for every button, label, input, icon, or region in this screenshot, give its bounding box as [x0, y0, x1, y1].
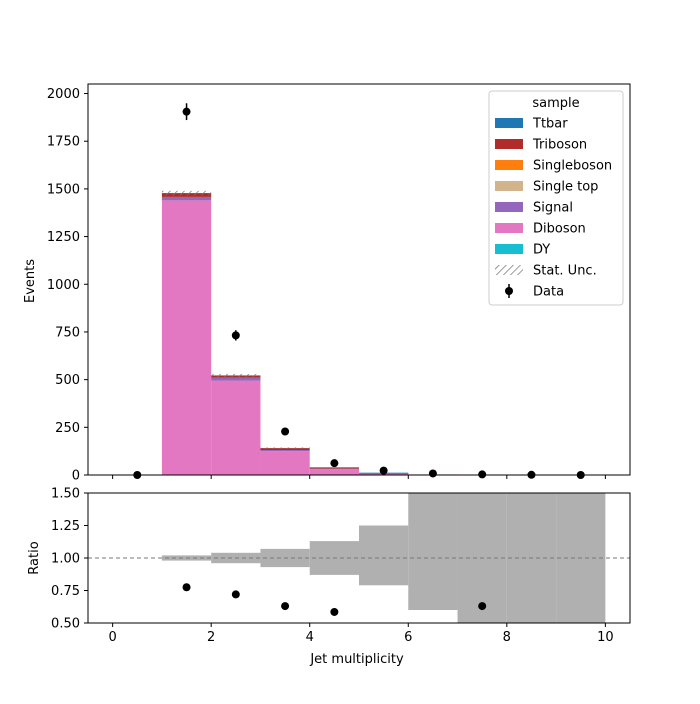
bar-diboson: [211, 380, 261, 475]
y-tick-label-main: 1000: [47, 278, 80, 293]
legend-swatch-signal: [495, 202, 523, 212]
legend-swatch-singleboson: [495, 160, 523, 170]
ratio-point: [182, 583, 191, 592]
legend: sample Ttbar Triboson Singleboson Single top…: [488, 90, 624, 306]
y-tick-label-ratio: 1.50: [51, 487, 80, 502]
y-tick-label-main: 750: [55, 325, 80, 340]
y-tick-label-ratio: 0.75: [51, 584, 80, 599]
legend-label-triboson: Triboson: [532, 138, 587, 153]
bar-triboson: [260, 448, 310, 451]
y-tick-label-main: 1750: [47, 135, 80, 150]
ratio-point: [231, 590, 240, 599]
legend-label-data: Data: [533, 285, 564, 300]
ratio-point: [478, 602, 487, 611]
legend-label-ttbar: Ttbar: [532, 117, 568, 132]
data-point: [281, 427, 290, 436]
ratio-panel: 0.50 0.75 1.00 1.25 1.50 0 2 4 6 8 10: [51, 487, 631, 645]
legend-label-diboson: Diboson: [533, 222, 586, 237]
main-axes-frame: [87, 83, 631, 476]
legend-swatch-single-top: [495, 181, 523, 191]
stat-unc-hatch: [260, 447, 310, 449]
ratio-unc-band: [359, 525, 409, 586]
bar-ttbar: [309, 467, 359, 468]
stat-unc-hatch: [161, 190, 212, 196]
bar-triboson: [309, 467, 359, 469]
y-tick-label-main: 1250: [47, 230, 80, 245]
legend-label-signal: Signal: [533, 201, 573, 216]
x-tick-label: 10: [597, 630, 614, 645]
x-axis-label: Jet multiplicity: [309, 652, 404, 667]
legend-swatch-dy: [495, 244, 523, 254]
ratio-point: [330, 607, 339, 616]
legend-label-singleboson: Singleboson: [533, 159, 612, 174]
y-axis-label-main: Events: [23, 259, 38, 303]
data-point: [231, 331, 240, 340]
legend-swatch-diboson: [495, 223, 523, 233]
data-point: [330, 459, 339, 468]
x-tick-label: 4: [306, 630, 314, 645]
y-tick-label-main: 2000: [47, 87, 80, 102]
y-axis-label-ratio: Ratio: [27, 541, 42, 574]
bar-signal: [309, 468, 359, 470]
stat-unc-hatch: [211, 373, 261, 377]
main-panel: 0 250 500 750 1000 1250 1500 1750 2000: [47, 83, 631, 484]
y-tick-label-main: 500: [55, 373, 80, 388]
y-tick-label-main: 0: [72, 469, 80, 484]
bar-diboson: [161, 200, 212, 475]
legend-title: sample: [532, 96, 579, 111]
bar-signal: [161, 196, 212, 201]
y-tick-label-ratio: 0.50: [51, 617, 80, 632]
x-tick-label: 8: [503, 630, 511, 645]
bar-signal: [211, 377, 261, 381]
y-tick-label-ratio: 1.25: [51, 519, 80, 534]
y-tick-label-ratio: 1.00: [51, 552, 80, 567]
x-tick-label: 6: [404, 630, 412, 645]
x-tick-label: 2: [207, 630, 215, 645]
x-tick-label: 0: [108, 630, 116, 645]
y-tick-label-main: 1500: [47, 182, 80, 197]
data-point: [478, 470, 487, 479]
legend-swatch-ttbar: [495, 118, 523, 128]
data-point: [182, 107, 191, 116]
ratio-point: [281, 602, 290, 611]
legend-label-single-top: Single top: [533, 180, 598, 195]
legend-swatch-stat-unc: [495, 265, 523, 275]
y-tick-label-main: 250: [55, 421, 80, 436]
legend-label-stat-unc: Stat. Unc.: [533, 264, 597, 279]
bar-diboson: [260, 451, 310, 475]
ratio-unc-band: [408, 493, 458, 610]
data-point: [379, 466, 388, 475]
legend-swatch-triboson: [495, 139, 523, 149]
bar-dy: [309, 467, 359, 469]
legend-marker-data: [505, 287, 513, 295]
bar-diboson: [309, 469, 359, 475]
bar-signal: [260, 450, 310, 452]
data-point: [428, 469, 437, 478]
legend-label-dy: DY: [533, 243, 550, 258]
